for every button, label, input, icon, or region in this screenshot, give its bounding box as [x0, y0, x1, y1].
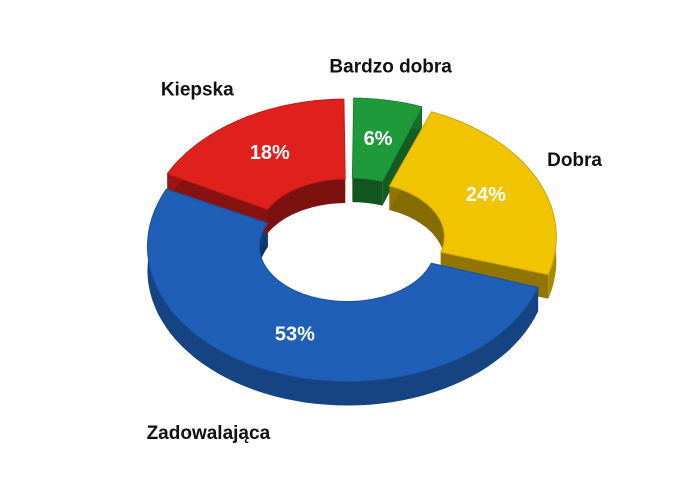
category-label: Zadowalająca: [147, 423, 271, 444]
slice-inner-wall: [267, 179, 346, 234]
donut-slice: [166, 98, 346, 211]
slice-inner-wall: [352, 178, 383, 206]
value-label: 18%: [250, 142, 290, 164]
category-label: Dobra: [547, 150, 602, 171]
slice-inner-wall: [389, 186, 445, 277]
donut-slice: [146, 188, 539, 383]
value-label: 53%: [275, 323, 315, 345]
value-label: 6%: [364, 128, 393, 150]
donut-slice: [351, 97, 423, 183]
donut-slice: [388, 111, 557, 276]
category-label: Kiepska: [161, 80, 234, 101]
category-label: Bardzo dobra: [329, 56, 452, 77]
value-label: 24%: [466, 184, 506, 206]
